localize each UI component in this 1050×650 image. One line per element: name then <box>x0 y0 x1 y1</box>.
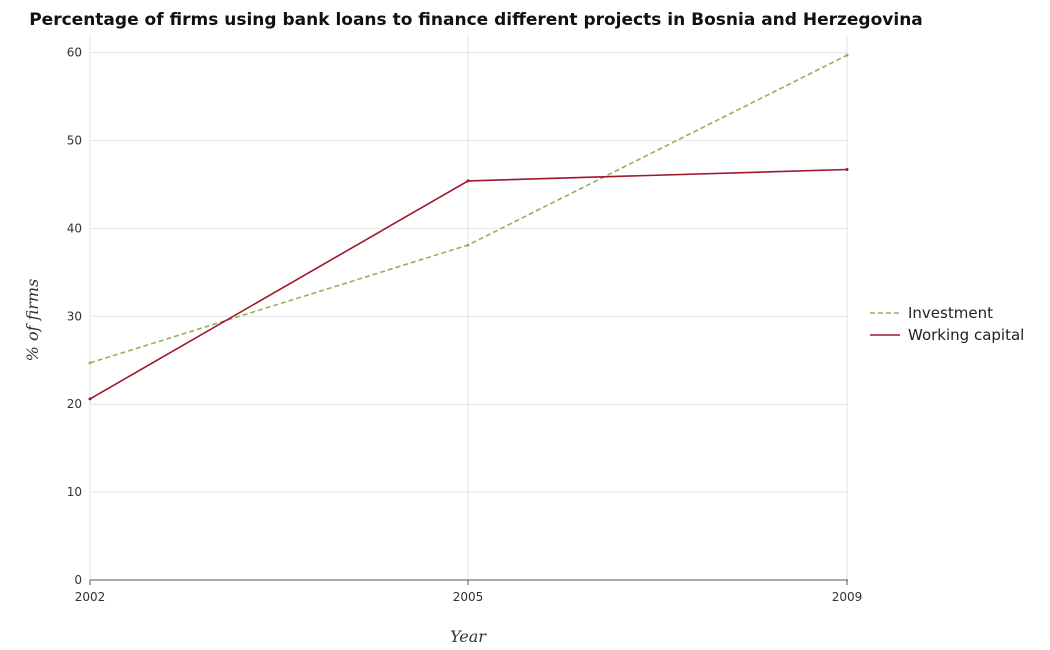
y-axis-label: % of firms <box>23 279 42 362</box>
x-tick-label: 2005 <box>453 590 484 604</box>
data-point-investment <box>845 53 849 57</box>
data-point-investment <box>88 361 92 365</box>
series-layer <box>88 53 849 401</box>
y-tick-label: 20 <box>67 397 82 411</box>
y-tick-label: 10 <box>67 485 82 499</box>
legend: Investment Working capital <box>870 304 1024 344</box>
y-tick-label: 60 <box>67 46 82 60</box>
y-tick-label: 40 <box>67 221 82 235</box>
legend-label-investment: Investment <box>908 304 993 322</box>
axis-layer: 0 10 20 30 40 50 60 2002 2005 2009 <box>67 46 863 604</box>
y-tick-label: 30 <box>67 309 82 323</box>
grid-layer <box>89 35 848 581</box>
chart-title: Percentage of firms using bank loans to … <box>29 10 923 30</box>
legend-label-working-capital: Working capital <box>908 326 1024 344</box>
data-point-investment <box>466 243 470 247</box>
x-tick-label: 2002 <box>75 590 106 604</box>
x-tick-label: 2009 <box>832 590 863 604</box>
y-tick-label: 50 <box>67 133 82 147</box>
data-point-working-capital <box>88 397 92 401</box>
data-point-working-capital <box>845 167 849 171</box>
x-axis-label: Year <box>450 627 487 646</box>
data-point-working-capital <box>466 179 470 183</box>
y-tick-label: 0 <box>74 573 82 587</box>
